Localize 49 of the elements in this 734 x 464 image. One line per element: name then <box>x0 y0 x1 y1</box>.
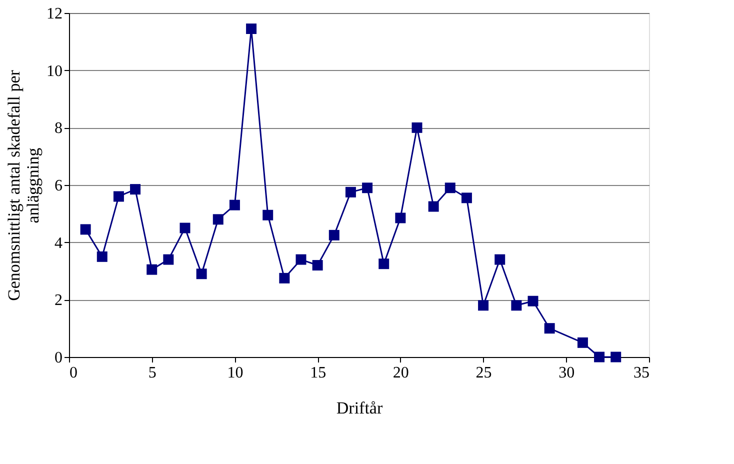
point <box>345 186 356 198</box>
x-tick-label: 5 <box>148 364 156 382</box>
point <box>478 300 489 311</box>
y-tick-label: 8 <box>54 120 62 138</box>
point <box>528 296 538 306</box>
x-axis-title: Driftår <box>336 398 383 418</box>
point <box>130 184 141 195</box>
point <box>395 212 406 224</box>
point <box>163 254 174 265</box>
point <box>494 254 506 265</box>
y-tick-label: 6 <box>54 178 62 194</box>
point <box>362 182 373 194</box>
point <box>511 300 522 311</box>
y-tick-label: 0 <box>54 350 62 366</box>
x-tick-label: 0 <box>70 364 78 382</box>
y-tick-label: 4 <box>54 234 62 252</box>
point <box>296 254 306 265</box>
point <box>328 230 340 240</box>
point <box>229 200 240 210</box>
point <box>196 268 207 280</box>
x-tick-label: 15 <box>310 364 326 382</box>
x-tick-label: 10 <box>227 364 244 382</box>
point <box>113 191 124 202</box>
point <box>312 260 323 271</box>
y-tick-label: 12 <box>46 6 62 22</box>
y-tick-label: 2 <box>54 292 62 310</box>
x-tick-label: 25 <box>476 364 492 382</box>
point <box>594 352 605 362</box>
point <box>428 201 439 212</box>
point <box>412 122 422 133</box>
x-tick-label: 35 <box>634 364 650 382</box>
point <box>262 210 274 220</box>
x-tick-label: 20 <box>392 364 409 382</box>
point <box>80 224 91 235</box>
point <box>146 264 158 275</box>
point <box>610 352 622 362</box>
point <box>180 222 190 234</box>
point <box>212 214 224 225</box>
y-tick-label: 10 <box>46 62 62 80</box>
point <box>444 182 456 194</box>
point <box>544 323 555 334</box>
y-axis-title: Genomsnittligt antal skadefall per anläggning <box>4 70 42 301</box>
point <box>96 251 108 262</box>
point <box>378 258 390 270</box>
point <box>279 272 290 284</box>
point <box>246 24 257 34</box>
point <box>461 192 472 204</box>
x-tick-label: 30 <box>558 364 575 382</box>
point <box>577 337 588 348</box>
